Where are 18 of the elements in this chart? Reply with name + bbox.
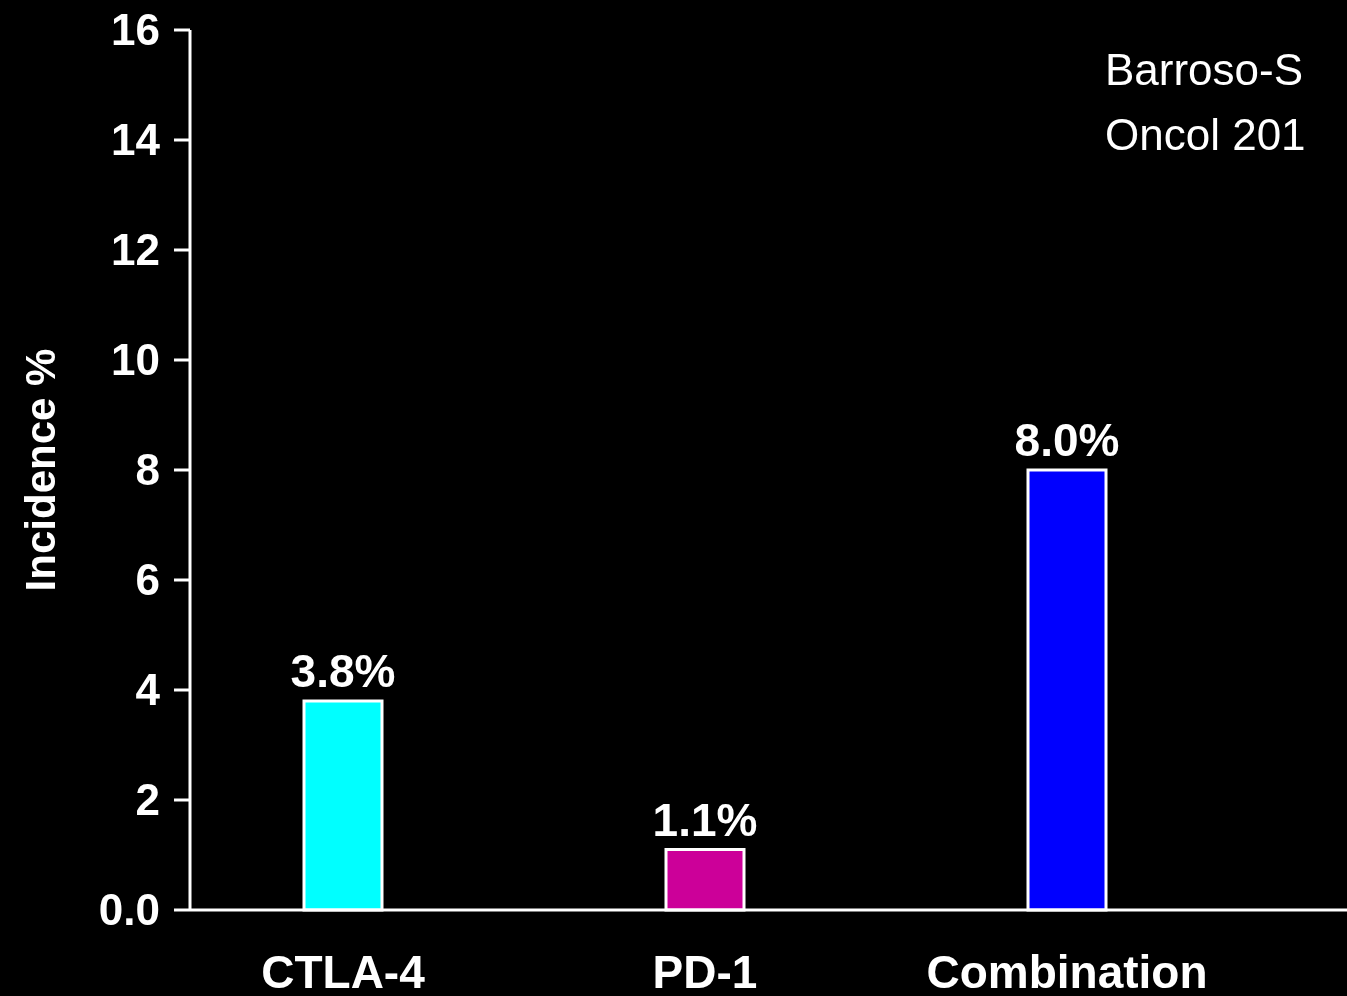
y-tick-label: 0.0 xyxy=(98,885,160,935)
y-tick-label: 14 xyxy=(111,115,161,165)
y-tick-label: 8 xyxy=(135,445,160,495)
annotation: Barroso-S xyxy=(1105,45,1304,94)
y-tick-label: 10 xyxy=(111,335,160,385)
y-axis-title: Incidence % xyxy=(17,348,64,592)
data-label: 8.0% xyxy=(1014,414,1120,466)
y-tick-label: 6 xyxy=(135,555,160,605)
annotation: Oncol 201 xyxy=(1105,110,1306,159)
y-tick-label: 4 xyxy=(135,665,161,715)
x-tick-label: CTLA-4 xyxy=(261,946,426,996)
y-tick-label: 2 xyxy=(135,775,160,825)
y-tick-label: 16 xyxy=(111,5,160,55)
data-label: 1.1% xyxy=(652,793,758,846)
x-tick-label: Combination xyxy=(926,946,1208,996)
y-tick-label: 12 xyxy=(111,225,160,275)
x-tick-label: PD-1 xyxy=(652,946,758,996)
data-label: 3.8% xyxy=(290,645,396,697)
